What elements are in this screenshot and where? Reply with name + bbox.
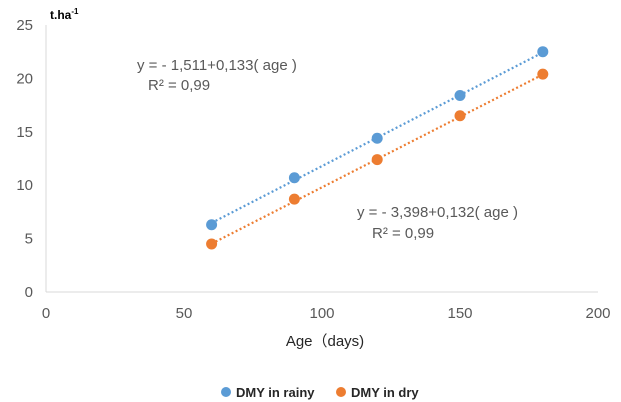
legend-marker-rainy: [221, 387, 231, 397]
data-point: [288, 193, 300, 205]
data-point: [371, 132, 383, 144]
x-axis-label: Age（days): [286, 333, 364, 350]
y-tick-label: 5: [25, 231, 33, 248]
legend-marker-dry: [336, 387, 346, 397]
data-point: [537, 68, 549, 80]
legend-label-rainy: DMY in rainy: [236, 385, 315, 400]
y-tick-label: 20: [16, 70, 33, 87]
data-point: [371, 154, 383, 166]
x-tick-label: 0: [42, 305, 50, 322]
legend: DMY in rainy DMY in dry: [221, 385, 419, 400]
rainy-r2-label: R² = 0,99: [148, 77, 210, 94]
x-tick-label: 200: [585, 305, 610, 322]
rainy-equation-label: y = - 1,511+0,133( age ): [137, 57, 297, 74]
y-tick-labels: 0 5 10 15 20 25: [16, 17, 33, 301]
y-tick-label: 10: [16, 177, 33, 194]
y-tick-label: 25: [16, 17, 33, 34]
dry-r2-label: R² = 0,99: [372, 225, 434, 242]
y-tick-label: 15: [16, 124, 33, 141]
y-axis-unit-label: t.ha-1: [50, 7, 79, 22]
x-tick-label: 100: [309, 305, 334, 322]
x-tick-label: 50: [176, 305, 193, 322]
dry-equation-label: y = - 3,398+0,132( age ): [357, 204, 518, 221]
data-point: [288, 172, 300, 184]
data-point: [206, 219, 218, 231]
legend-label-dry: DMY in dry: [351, 385, 419, 400]
data-point: [454, 110, 466, 122]
data-point: [206, 238, 218, 250]
data-point: [537, 46, 549, 58]
x-tick-label: 150: [447, 305, 472, 322]
data-points: [206, 46, 549, 250]
data-point: [454, 89, 466, 101]
y-tick-label: 0: [25, 284, 33, 301]
x-tick-labels: 0 50 100 150 200: [42, 305, 611, 322]
axes: [45, 25, 598, 293]
